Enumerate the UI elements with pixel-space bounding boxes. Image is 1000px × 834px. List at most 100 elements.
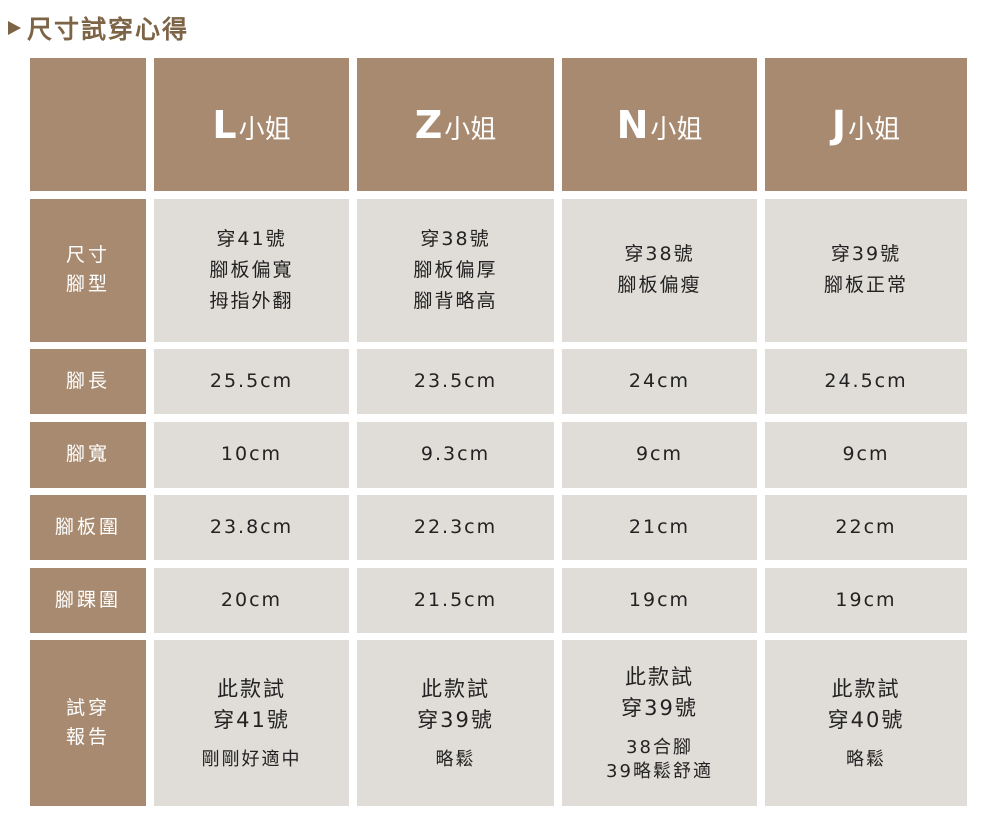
row-label-line: 腳寬 <box>65 443 110 465</box>
cell-line: 穿38號 <box>420 227 491 250</box>
header-letter: J <box>831 102 847 147</box>
table-cell: 穿38號腳板偏厚腳背略高 <box>357 198 554 342</box>
cell-line: 9.3cm <box>420 443 491 465</box>
cell-line: 21cm <box>628 516 691 538</box>
row-label: 尺寸 腳型 <box>30 198 146 342</box>
row-label-line: 腳長 <box>65 370 110 392</box>
header-suffix: 小姐 <box>444 114 497 145</box>
header-suffix: 小姐 <box>650 114 703 145</box>
header-name: J小姐 <box>832 103 900 147</box>
report-note: 38合腳 39略鬆舒適 <box>606 736 713 784</box>
header-letter: N <box>616 102 649 147</box>
corner-cell <box>30 58 146 191</box>
report-cell: 此款試穿40號略鬆 <box>765 640 967 806</box>
cell-line: 20cm <box>220 588 283 611</box>
report-note-line: 剛剛好適中 <box>201 749 302 770</box>
table-cell: 24cm <box>562 349 757 414</box>
header-name: N小姐 <box>617 103 703 147</box>
size-table: L小姐 Z小姐 N小姐 J小姐 尺寸 腳型 穿41號 腳板偏寬 拇指外翻 穿38號 腳板偏厚 腳背略高… <box>30 58 967 806</box>
cell-line: 22.3cm <box>413 516 498 538</box>
cell-line: 腳背略高 <box>413 289 498 312</box>
header-letter: L <box>212 102 237 147</box>
row-label: 腳板圍 <box>30 495 146 560</box>
header-cell: Z小姐 <box>357 58 554 191</box>
header-cell: N小姐 <box>562 58 757 191</box>
cell-line: 穿38號 <box>624 243 695 265</box>
report-note-line: 39略鬆舒適 <box>606 761 713 782</box>
table-cell: 22.3cm <box>357 495 554 560</box>
table-cell: 穿38號腳板偏瘦 <box>562 198 757 342</box>
header-name: Z小姐 <box>415 103 497 147</box>
report-label: 試穿 報告 <box>30 640 146 806</box>
row-label: 腳寬 <box>30 421 146 488</box>
header-name: L小姐 <box>212 103 290 147</box>
table-cell: 10cm <box>154 421 349 488</box>
table-cell: 20cm <box>154 567 349 633</box>
header-cell: J小姐 <box>765 58 967 191</box>
cell-line: 穿41號 <box>216 227 287 250</box>
cell-line: 腳板偏寬 <box>209 258 294 281</box>
report-main: 此款試穿41號 <box>213 674 290 736</box>
cell-line: 10cm <box>220 443 283 465</box>
row-label: 腳踝圍 <box>30 567 146 633</box>
report-note-line: 略鬆 <box>435 749 476 770</box>
report-main-line: 穿39號 <box>417 708 494 732</box>
row-label: 腳長 <box>30 349 146 414</box>
row-label-line: 尺寸 <box>65 244 110 266</box>
header-suffix: 小姐 <box>238 114 291 145</box>
table-cell: 23.5cm <box>357 349 554 414</box>
table-cell: 9.3cm <box>357 421 554 488</box>
cell-line: 穿39號 <box>830 243 902 265</box>
report-cell: 此款試穿39號 38合腳 39略鬆舒適 <box>562 640 757 806</box>
cell-line: 24.5cm <box>824 370 908 392</box>
report-main-line: 此款試 <box>624 665 694 689</box>
cell-line: 腳板偏瘦 <box>617 274 702 296</box>
row-label-line: 腳踝圍 <box>54 588 121 611</box>
report-main: 此款試穿39號 <box>621 662 698 724</box>
report-main-line: 此款試 <box>216 677 286 701</box>
table-cell: 22cm <box>765 495 967 560</box>
row-label-line: 腳型 <box>65 273 110 295</box>
report-main: 此款試 穿39號 <box>417 674 494 736</box>
cell-line: 腳板偏厚 <box>413 258 498 281</box>
table-cell: 9cm <box>765 421 967 488</box>
cell-line: 23.8cm <box>209 516 294 538</box>
cell-line: 24cm <box>628 370 691 392</box>
report-cell: 此款試 穿39號略鬆 <box>357 640 554 806</box>
report-note: 略鬆 <box>436 748 476 772</box>
report-main-line: 穿41號 <box>213 708 290 732</box>
cell-line: 9cm <box>635 443 684 465</box>
header-letter: Z <box>414 102 443 147</box>
cell-line: 19cm <box>628 588 691 611</box>
cell-line: 9cm <box>842 443 890 465</box>
table-cell: 穿41號腳板偏寬拇指外翻 <box>154 198 349 342</box>
cell-line: 拇指外翻 <box>209 289 294 312</box>
table-cell: 19cm <box>562 567 757 633</box>
row-label-line: 試穿 <box>65 697 110 719</box>
table-cell: 25.5cm <box>154 349 349 414</box>
triangle-bullet-icon <box>8 21 21 35</box>
cell-line: 19cm <box>835 588 897 611</box>
report-note: 剛剛好適中 <box>202 748 302 772</box>
section-title-text: 尺寸試穿心得 <box>27 15 190 44</box>
table-cell: 穿39號腳板正常 <box>765 198 967 342</box>
cell-line: 21.5cm <box>413 588 498 611</box>
table-cell: 21.5cm <box>357 567 554 633</box>
row-label-line: 腳板圍 <box>54 516 121 538</box>
table-cell: 21cm <box>562 495 757 560</box>
report-note: 略鬆 <box>846 748 886 772</box>
header-cell: L小姐 <box>154 58 349 191</box>
table-cell: 19cm <box>765 567 967 633</box>
header-suffix: 小姐 <box>848 114 901 145</box>
report-note-line: 略鬆 <box>846 749 886 770</box>
cell-line: 22cm <box>835 516 897 538</box>
table-cell: 9cm <box>562 421 757 488</box>
cell-line: 腳板正常 <box>823 274 908 296</box>
report-main-line: 穿39號 <box>621 696 698 720</box>
cell-line: 23.5cm <box>413 370 498 392</box>
report-cell: 此款試穿41號剛剛好適中 <box>154 640 349 806</box>
section-title: 尺寸試穿心得 <box>8 10 189 46</box>
table-cell: 24.5cm <box>765 349 967 414</box>
report-main-line: 穿40號 <box>827 708 905 732</box>
report-main-line: 此款試 <box>831 677 901 701</box>
